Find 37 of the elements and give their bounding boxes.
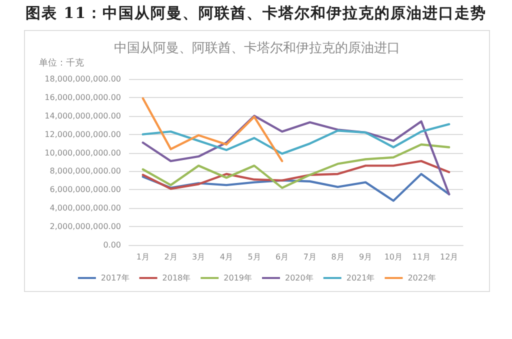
x-tick-label: 1月 bbox=[136, 252, 150, 262]
x-tick-label: 7月 bbox=[303, 252, 316, 262]
x-tick-label: 9月 bbox=[359, 252, 372, 262]
chart-title: 图表 11：中国从阿曼、阿联酋、卡塔尔和伊拉克的原油进口走势 bbox=[24, 4, 488, 23]
x-tick-label: 4月 bbox=[220, 252, 233, 262]
legend-label: 2022年 bbox=[408, 274, 436, 282]
x-tick-label: 3月 bbox=[192, 252, 206, 262]
x-tick-label: 5月 bbox=[248, 252, 261, 262]
y-tick-label: 2,000,000,000.00 bbox=[50, 222, 121, 232]
x-tick-label: 8月 bbox=[331, 252, 344, 262]
line-series bbox=[142, 123, 450, 155]
x-tick-label: 6月 bbox=[276, 252, 289, 262]
y-tick-label: 0.00 bbox=[103, 240, 121, 250]
legend-label: 2019年 bbox=[224, 274, 252, 282]
legend-label: 2021年 bbox=[346, 274, 375, 282]
x-tick-label: 10月 bbox=[384, 252, 403, 262]
x-tick-label: 11月 bbox=[412, 252, 430, 262]
legend-label: 2017年 bbox=[100, 274, 130, 282]
line-series bbox=[142, 97, 284, 162]
y-tick-label: 10,000,000,000.00 bbox=[44, 148, 121, 158]
line-series bbox=[142, 172, 450, 202]
y-tick-label: 8,000,000,000.00 bbox=[50, 166, 121, 176]
y-axis-title: 单位：千克 bbox=[39, 58, 84, 68]
legend-label: 2018年 bbox=[162, 274, 191, 282]
y-tick-label: 12,000,000,000.00 bbox=[44, 130, 121, 139]
line-series bbox=[142, 160, 450, 190]
line-series bbox=[142, 114, 450, 196]
y-tick-label: 18,000,000,000.00 bbox=[44, 74, 121, 84]
x-tick-label: 2月 bbox=[164, 252, 178, 262]
y-tick-label: 4,000,000,000.00 bbox=[50, 204, 121, 213]
y-tick-label: 6,000,000,000.00 bbox=[50, 185, 121, 194]
y-tick-label: 16,000,000,000.00 bbox=[44, 92, 121, 102]
y-tick-label: 14,000,000,000.00 bbox=[44, 111, 121, 120]
legend-label: 2020年 bbox=[285, 274, 314, 282]
line-series bbox=[142, 143, 450, 189]
x-tick-label: 12月 bbox=[440, 252, 458, 262]
chart-subtitle: 中国从阿曼、阿联酋、卡塔尔和伊拉克的原油进口 bbox=[114, 41, 400, 56]
